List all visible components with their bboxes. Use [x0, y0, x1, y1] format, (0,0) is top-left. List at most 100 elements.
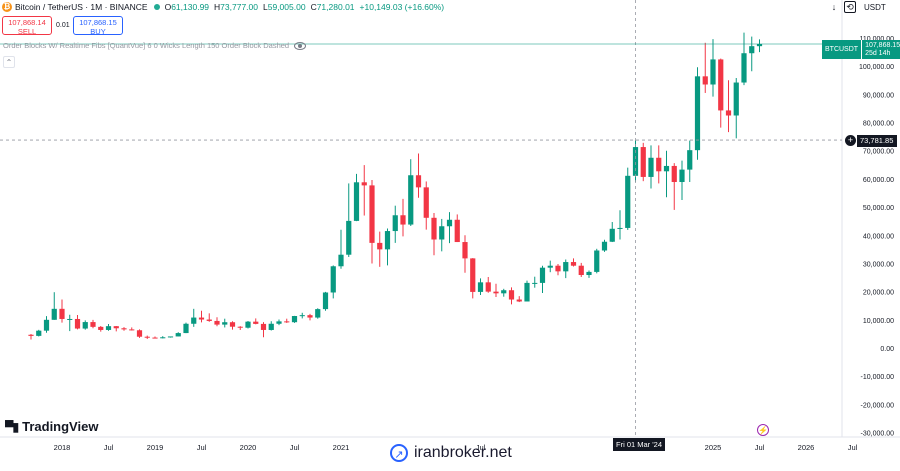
- candle-body: [307, 315, 313, 318]
- candle-body: [245, 321, 251, 328]
- candle-body: [609, 228, 615, 242]
- watermark-icon: ↗: [390, 444, 408, 462]
- indicator-legend[interactable]: Order Blocks W/ Realtime Fibs [QuantVue]…: [3, 41, 307, 50]
- sell-price: 107,868.14: [8, 18, 46, 27]
- candle-body: [229, 322, 236, 327]
- x-tick-label: 2020: [240, 443, 257, 452]
- candle-body: [733, 82, 739, 116]
- x-tick-label: 2018: [54, 443, 71, 452]
- candle-body: [415, 175, 422, 188]
- x-tick-label: 2025: [705, 443, 722, 452]
- sell-label: SELL: [17, 27, 37, 36]
- y-axis: -30,000.00 -20,000.00 -10,000.00 0.00 10,000…: [859, 36, 894, 438]
- candle-body: [28, 334, 34, 336]
- collapse-legend-button[interactable]: ⌃: [3, 56, 15, 68]
- buy-label: BUY: [90, 27, 106, 36]
- candle-body: [67, 318, 73, 320]
- candle-body: [392, 215, 398, 232]
- x-tick-label: 2026: [798, 443, 815, 452]
- ohlc-close: C71,280.01: [310, 2, 355, 12]
- candle-body: [284, 321, 290, 323]
- candle-body: [291, 316, 298, 323]
- candle-body: [330, 266, 336, 293]
- candle-body: [439, 226, 445, 240]
- candle-body: [129, 329, 135, 331]
- candle-body: [454, 219, 460, 243]
- candle-body: [516, 299, 522, 302]
- currency-label[interactable]: USDT: [864, 2, 886, 12]
- candle-body: [152, 337, 158, 339]
- candle-body: [617, 227, 623, 229]
- candle-body: [361, 182, 367, 186]
- candle-body: [563, 262, 569, 272]
- lightning-icon[interactable]: ⚡: [757, 424, 769, 436]
- price-label-symbol: BTCUSDT: [822, 40, 863, 59]
- candle-body: [90, 322, 96, 327]
- tradingview-logo-text: TradingView: [22, 419, 99, 434]
- tradingview-logo[interactable]: ▀▮ TradingView: [5, 419, 98, 434]
- x-tick-label: Jul: [848, 443, 858, 452]
- spread-value: 0.01: [56, 22, 70, 29]
- price-label-countdown: 25d 14h: [865, 49, 891, 57]
- candle-body: [175, 333, 181, 337]
- candle-body: [191, 317, 197, 324]
- candle-body: [532, 282, 538, 284]
- candle-body: [640, 147, 646, 177]
- candle-body: [36, 330, 42, 336]
- candle-body: [431, 217, 437, 240]
- candle-body: [423, 187, 429, 218]
- crosshair-price-label: 73,781.85: [857, 135, 897, 147]
- replay-icon[interactable]: ⟲: [844, 1, 856, 13]
- candle-body: [570, 262, 577, 266]
- sell-button[interactable]: 107,868.14 SELL: [2, 16, 52, 36]
- down-arrow-icon[interactable]: ↓: [831, 2, 837, 12]
- ohlc-open: O61,130.99: [164, 2, 210, 12]
- candle-body: [160, 337, 166, 339]
- y-tick-label: -20,000.00: [861, 402, 895, 409]
- candle-body: [268, 323, 274, 330]
- candle-body: [198, 317, 205, 320]
- y-tick-label: -10,000.00: [861, 374, 895, 381]
- watermark-text: iranbroker.net: [414, 444, 512, 461]
- candle-body: [470, 258, 476, 292]
- candle-body: [501, 290, 507, 294]
- candle-body: [59, 308, 65, 319]
- candle-body: [663, 165, 670, 172]
- candle-body: [82, 322, 88, 329]
- top-right-toolbar: ↓ ⟲ USDT: [828, 0, 886, 14]
- candle-body: [98, 326, 104, 330]
- candle-body: [725, 110, 732, 116]
- tradingview-mark-icon: ▀▮: [5, 419, 19, 434]
- candle-body: [121, 328, 127, 330]
- symbol-title[interactable]: Bitcoin / TetherUS · 1M · BINANCE: [15, 2, 148, 12]
- candle-body: [539, 267, 546, 283]
- candle-body: [702, 76, 708, 85]
- watermark: ↗ iranbroker.net: [390, 444, 512, 462]
- candle-body: [710, 59, 716, 85]
- candle-body: [586, 271, 592, 276]
- x-tick-label: Jul: [290, 443, 300, 452]
- candle-body: [113, 326, 119, 329]
- y-tick-label: 40,000.00: [863, 233, 894, 240]
- buy-button[interactable]: 107,868.15 BUY: [73, 16, 123, 36]
- candle-body: [524, 282, 530, 302]
- y-tick-label: 70,000.00: [863, 149, 894, 156]
- candle-body: [299, 315, 305, 317]
- candle-body: [679, 169, 685, 183]
- candle-body: [578, 265, 584, 276]
- candle-body: [687, 150, 693, 170]
- current-price-label: BTCUSDT 107,868.15 25d 14h: [822, 40, 900, 59]
- candle-body: [485, 282, 491, 292]
- y-tick-label: 0.00: [880, 346, 894, 353]
- candle-body: [322, 292, 329, 310]
- x-axis: 2018 Jul 2019 Jul 2020 Jul 2021 Jul 2025 Jul 2026 J…: [54, 443, 858, 452]
- candle-body: [477, 282, 484, 292]
- bitcoin-icon: ₿: [2, 2, 12, 12]
- candle-body: [105, 326, 112, 330]
- candle-body: [369, 185, 375, 243]
- eye-icon[interactable]: [294, 41, 307, 50]
- add-alert-icon[interactable]: +: [845, 135, 856, 146]
- candles: [28, 32, 763, 340]
- candle-body: [377, 242, 383, 250]
